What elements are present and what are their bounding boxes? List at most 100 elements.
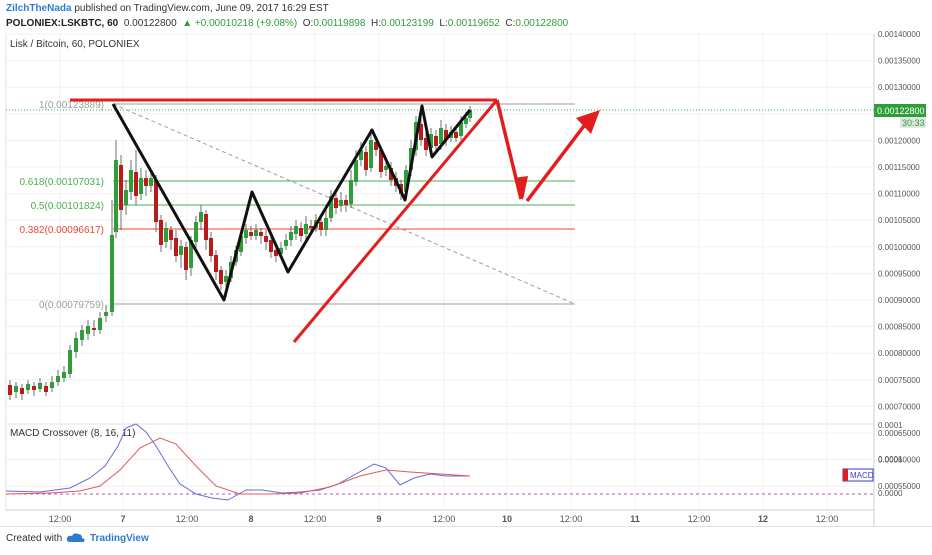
up-arrow-shaft	[525, 116, 592, 203]
candle-body	[374, 142, 378, 150]
time-tick-label: 12:00	[688, 514, 711, 524]
candle-body	[50, 382, 54, 388]
candle-body	[359, 150, 363, 160]
time-tick-label: 12:00	[49, 514, 72, 524]
symbol-line: POLONIEX:LSKBTC, 60 0.00122800 ▲ +0.0001…	[6, 18, 568, 29]
tradingview-brand-link[interactable]: TradingView	[90, 533, 149, 544]
last-price-tag-text: 0.00122800	[877, 106, 925, 116]
fib-label-1: 1(0.00123889)	[39, 100, 104, 111]
main-pane-title: Lisk / Bitcoin, 60, POLONIEX	[10, 39, 140, 50]
symbol-label: POLONIEX:LSKBTC, 60	[6, 18, 119, 29]
grid	[6, 33, 874, 510]
fib-label-05: 0.5(0.00101824)	[31, 201, 104, 212]
price-tick-label: 0.00080000	[878, 349, 921, 358]
price-tick-label: 0.00115000	[878, 163, 920, 172]
candle-body	[274, 250, 278, 256]
candle-body	[164, 228, 168, 242]
candle-body	[304, 224, 308, 234]
candle-body	[284, 240, 288, 246]
fib-label-0618: 0.618(0.00107031)	[19, 177, 104, 188]
candle-body	[324, 218, 328, 230]
ohlc-o-label: O:	[302, 18, 314, 29]
down-arrow-head	[514, 176, 528, 200]
price-tick-label: 0.00105000	[878, 216, 921, 225]
candle-body	[424, 138, 428, 150]
support-trendline	[292, 99, 499, 343]
candle-body	[92, 328, 96, 330]
candle-body	[114, 160, 118, 232]
up-arrow-head	[576, 110, 600, 134]
candle-body	[334, 198, 338, 208]
candle-body	[269, 240, 273, 252]
author-link[interactable]: ZilchTheNada	[6, 3, 72, 14]
candle-body	[159, 220, 163, 245]
time-tick-label: 12:00	[816, 514, 839, 524]
candle-body	[384, 166, 388, 170]
tradingview-cloud-icon	[66, 533, 85, 542]
signal-line	[5, 437, 471, 495]
candle-body	[214, 255, 218, 272]
candle-body	[110, 235, 114, 312]
candle-body	[344, 200, 348, 205]
candle-body	[74, 338, 78, 352]
fib-retracement[interactable]: 1(0.00123889) 0.618(0.00107031) 0.5(0.00…	[19, 100, 576, 311]
ohlc-l-label: L:	[439, 18, 448, 29]
candle-body	[104, 312, 108, 316]
candle-body	[299, 228, 303, 236]
macd-title: MACD Crossover (8, 16, 11)	[10, 428, 135, 439]
candle-body	[259, 232, 263, 236]
candle-body	[199, 212, 203, 222]
candle-body	[169, 230, 173, 240]
candle-body	[429, 134, 433, 148]
macd-line	[5, 423, 470, 501]
time-axis[interactable]: 12:00 7 12:00 8 12:00 9 12:00 10 12:00 11 12:00 12 1…	[49, 514, 839, 524]
macd-tick-label: 0.0000	[878, 489, 903, 498]
footer: Created with TradingView	[0, 526, 932, 551]
countdown-tag	[900, 117, 926, 128]
candle-body	[434, 136, 438, 146]
candle-body	[119, 165, 123, 210]
candle-body	[139, 178, 143, 194]
candle-body	[319, 222, 323, 230]
candle-body	[26, 384, 30, 390]
candle-body	[124, 190, 128, 205]
time-tick-label: 9	[376, 514, 381, 524]
candle-body	[389, 168, 393, 180]
created-with-label: Created with	[6, 533, 63, 544]
candle-body	[294, 226, 298, 234]
candle-body	[369, 140, 373, 168]
candle-body	[32, 386, 36, 390]
candle-body	[339, 200, 343, 206]
candle-body	[464, 118, 468, 124]
last-price-tag	[874, 104, 926, 117]
candle-body	[329, 196, 333, 218]
macd-tag-text: MACD	[850, 471, 874, 480]
candle-body	[264, 236, 268, 242]
candle-body	[149, 178, 153, 186]
countdown-text: 30:33	[902, 118, 925, 128]
macd-pane[interactable]	[5, 423, 875, 511]
time-tick-label: 12:00	[304, 514, 327, 524]
candle-body	[194, 222, 198, 242]
candle-body	[244, 230, 248, 238]
candle-body	[184, 247, 188, 270]
pattern-drawing[interactable]	[70, 98, 600, 343]
macd-tag-signal-swatch	[843, 469, 848, 481]
candle-body	[364, 152, 368, 170]
time-tick-label: 7	[120, 514, 125, 524]
candle-body	[459, 122, 463, 136]
chart-header: ZilchTheNada published on TradingView.co…	[0, 0, 932, 34]
candle-body	[14, 386, 18, 392]
candle-body	[239, 236, 243, 252]
candle-body	[349, 180, 353, 204]
candle-body	[444, 130, 448, 140]
macd-axis: 0.0001 0.0001 0.0000	[878, 421, 903, 498]
candle-body	[189, 240, 193, 268]
candle-body	[309, 226, 313, 228]
price-tick-label: 0.00085000	[878, 323, 921, 332]
time-tick-label: 12	[758, 514, 768, 524]
candle-body	[419, 124, 423, 140]
ohlc-high: 0.00123199	[380, 18, 434, 29]
candle-body	[129, 170, 133, 192]
